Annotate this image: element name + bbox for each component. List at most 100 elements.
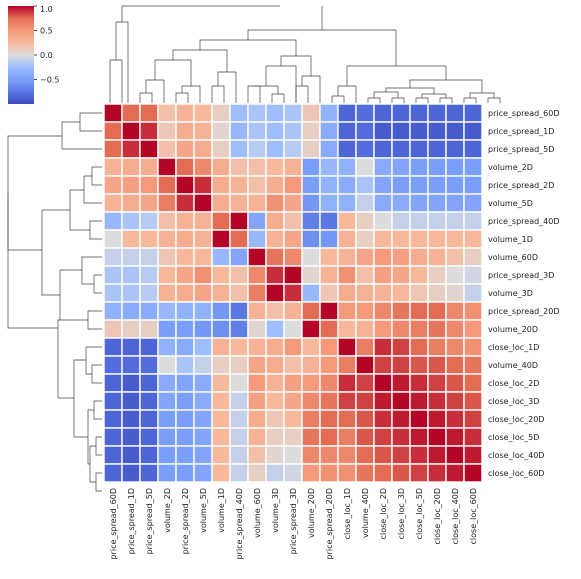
heatmap-cell bbox=[427, 391, 447, 411]
heatmap-cell bbox=[193, 283, 213, 303]
heatmap-cell bbox=[373, 373, 393, 393]
heatmap-cell bbox=[175, 121, 195, 141]
heatmap-cell bbox=[211, 301, 231, 321]
heatmap-cell bbox=[391, 409, 411, 429]
heatmap-cell bbox=[463, 319, 483, 339]
heatmap-cell bbox=[427, 193, 447, 213]
heatmap-cell bbox=[283, 301, 303, 321]
heatmap-cell bbox=[391, 175, 411, 195]
heatmap-cell bbox=[409, 175, 429, 195]
heatmap-cell bbox=[337, 121, 357, 141]
heatmap-cell bbox=[283, 463, 303, 483]
heatmap-cell bbox=[157, 337, 177, 357]
heatmap-cell bbox=[301, 121, 321, 141]
heatmap-cell bbox=[409, 409, 429, 429]
heatmap-cell bbox=[301, 409, 321, 429]
heatmap-cell bbox=[337, 445, 357, 465]
heatmap-cell bbox=[337, 175, 357, 195]
heatmap-cell bbox=[391, 355, 411, 375]
heatmap-cell bbox=[373, 391, 393, 411]
heatmap-cell bbox=[121, 427, 141, 447]
heatmap-cell bbox=[337, 391, 357, 411]
heatmap-cell bbox=[391, 139, 411, 159]
heatmap-cell bbox=[247, 175, 267, 195]
heatmap-cell bbox=[193, 211, 213, 231]
heatmap-cell bbox=[247, 445, 267, 465]
heatmap-cell bbox=[121, 247, 141, 267]
heatmap-cell bbox=[463, 373, 483, 393]
heatmap-cell bbox=[445, 283, 465, 303]
heatmap-cell bbox=[319, 193, 339, 213]
heatmap-cell bbox=[355, 391, 375, 411]
heatmap-cell bbox=[175, 175, 195, 195]
heatmap-cell bbox=[373, 193, 393, 213]
heatmap-cell bbox=[265, 193, 285, 213]
column-label: close_loc_2D bbox=[379, 488, 388, 539]
heatmap-cell bbox=[409, 337, 429, 357]
heatmap-cell bbox=[211, 337, 231, 357]
heatmap-cell bbox=[445, 301, 465, 321]
heatmap-cell bbox=[409, 103, 429, 123]
heatmap-cell bbox=[139, 229, 159, 249]
heatmap-cell bbox=[247, 337, 267, 357]
heatmap-cell bbox=[301, 139, 321, 159]
heatmap-cell bbox=[373, 265, 393, 285]
heatmap-cell bbox=[103, 283, 123, 303]
heatmap-cell bbox=[265, 319, 285, 339]
heatmap-cell bbox=[229, 211, 249, 231]
heatmap-cell bbox=[157, 445, 177, 465]
heatmap-cell bbox=[373, 175, 393, 195]
heatmap-cell bbox=[211, 211, 231, 231]
colorbar: 1.0 0.5 0.0 −0.5 bbox=[8, 5, 59, 104]
heatmap-cell bbox=[103, 157, 123, 177]
heatmap-cell bbox=[229, 157, 249, 177]
row-label: volume_20D bbox=[488, 325, 538, 334]
heatmap-cell bbox=[319, 211, 339, 231]
heatmap-cell bbox=[427, 355, 447, 375]
column-label: volume_20D bbox=[307, 488, 316, 538]
row-label: volume_3D bbox=[488, 289, 533, 298]
row-label: close_loc_3D bbox=[488, 397, 539, 406]
heatmap-cell bbox=[301, 463, 321, 483]
heatmap-cell bbox=[445, 319, 465, 339]
heatmap-cell bbox=[283, 229, 303, 249]
heatmap-cell bbox=[373, 463, 393, 483]
heatmap-cell bbox=[157, 301, 177, 321]
colorbar-tick-label: 0.0 bbox=[40, 51, 53, 60]
heatmap-cell bbox=[265, 121, 285, 141]
heatmap-cell bbox=[265, 427, 285, 447]
heatmap-cell bbox=[103, 445, 123, 465]
colorbar-tick-label: 0.5 bbox=[40, 27, 53, 36]
heatmap-cell bbox=[157, 409, 177, 429]
heatmap-cell bbox=[247, 409, 267, 429]
heatmap-cell bbox=[229, 427, 249, 447]
heatmap-cell bbox=[391, 319, 411, 339]
heatmap-cell bbox=[283, 175, 303, 195]
heatmap-cell bbox=[211, 229, 231, 249]
heatmap-cell bbox=[445, 445, 465, 465]
heatmap-cell bbox=[373, 211, 393, 231]
heatmap-cell bbox=[103, 175, 123, 195]
row-label: close_loc_2D bbox=[488, 379, 539, 388]
heatmap-cell bbox=[301, 265, 321, 285]
heatmap-cell bbox=[121, 373, 141, 393]
heatmap-cell bbox=[247, 247, 267, 267]
row-label: close_loc_1D bbox=[488, 343, 539, 352]
heatmap-cell bbox=[157, 283, 177, 303]
heatmap-cell bbox=[301, 283, 321, 303]
heatmap-cell bbox=[463, 283, 483, 303]
heatmap-cell bbox=[427, 157, 447, 177]
column-label: close_loc_3D bbox=[397, 488, 406, 539]
column-label: volume_60D bbox=[253, 488, 262, 538]
heatmap-cell bbox=[157, 157, 177, 177]
heatmap-cell bbox=[193, 337, 213, 357]
heatmap-cell bbox=[157, 247, 177, 267]
colorbar-tick-label: 1.0 bbox=[40, 5, 53, 14]
heatmap-cell bbox=[193, 121, 213, 141]
heatmap-cell bbox=[247, 211, 267, 231]
column-label: close_loc_20D bbox=[433, 488, 442, 544]
heatmap-cell bbox=[265, 139, 285, 159]
heatmap-cell bbox=[265, 211, 285, 231]
row-label: close_loc_20D bbox=[488, 415, 544, 424]
